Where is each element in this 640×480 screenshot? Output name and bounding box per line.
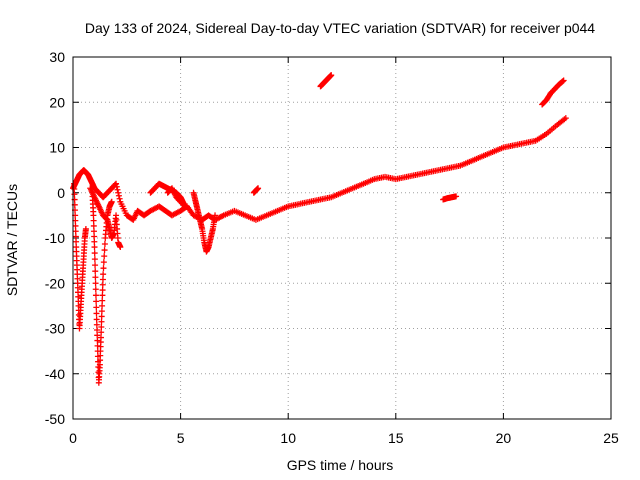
data-point (92, 280, 99, 287)
data-point (113, 180, 120, 187)
data-point (72, 228, 79, 235)
data-point (90, 222, 97, 229)
data-point (453, 193, 460, 200)
data-point (101, 253, 108, 260)
grid (73, 57, 611, 419)
x-tick-label: 0 (69, 430, 77, 446)
data-point (98, 318, 105, 325)
data-point (92, 262, 99, 269)
data-point (212, 212, 219, 219)
data-point (71, 185, 78, 192)
data-points (70, 72, 569, 386)
data-point (101, 247, 108, 254)
x-tick-label: 5 (177, 430, 185, 446)
data-point (90, 212, 97, 219)
data-point (92, 292, 99, 299)
data-point (116, 195, 123, 202)
series-arc-8h (250, 185, 262, 196)
data-point (93, 321, 100, 328)
y-tick-label: 30 (49, 49, 65, 65)
series-loop-mid (147, 180, 188, 210)
series-arc-17h (440, 193, 460, 203)
data-point (94, 342, 101, 349)
data-point (94, 327, 101, 334)
series-deep-dip (89, 189, 115, 386)
data-point (562, 115, 569, 122)
x-tick-label: 25 (603, 430, 619, 446)
series-arc-22h (539, 77, 567, 108)
x-tick-label: 15 (388, 430, 404, 446)
data-point (560, 77, 567, 84)
data-point (100, 271, 107, 278)
data-point (90, 217, 97, 224)
data-point (71, 180, 78, 187)
data-point (98, 323, 105, 330)
data-point (99, 297, 106, 304)
data-point (117, 244, 124, 251)
data-point (100, 265, 107, 272)
y-tick-label: -10 (45, 230, 65, 246)
data-point (100, 259, 107, 266)
y-tick-label: -40 (45, 366, 65, 382)
data-point (114, 186, 121, 193)
x-tick-label: 10 (280, 430, 296, 446)
series-early-dip (71, 180, 89, 332)
data-point (101, 241, 108, 248)
data-point (82, 225, 89, 232)
y-tick-label: -30 (45, 321, 65, 337)
data-point (94, 332, 101, 339)
data-point (113, 183, 120, 190)
data-point (255, 185, 262, 192)
data-point (94, 337, 101, 344)
data-point (98, 308, 105, 315)
axis-ticks: 0 5 10 15 20 25 -50 -40 -30 -20 -10 0 10 20 30 (45, 49, 619, 446)
data-point (93, 316, 100, 323)
y-axis-label: SDTVAR / TECUs (4, 184, 20, 296)
data-point (165, 188, 172, 195)
data-point (91, 256, 98, 263)
data-point (99, 302, 106, 309)
data-point (99, 276, 106, 283)
data-point (91, 233, 98, 240)
data-point (98, 329, 105, 336)
data-point (93, 298, 100, 305)
x-tick-label: 20 (496, 430, 512, 446)
series-main (70, 115, 569, 223)
data-point (93, 304, 100, 311)
data-point (72, 233, 79, 240)
data-point (328, 72, 335, 79)
plot-frame (72, 56, 612, 420)
data-point (108, 198, 115, 205)
data-point (73, 238, 80, 245)
data-point (99, 281, 106, 288)
data-point (98, 313, 105, 320)
data-point (99, 287, 106, 294)
data-point (91, 238, 98, 245)
data-point (92, 286, 99, 293)
y-tick-label: 10 (49, 140, 65, 156)
data-point (115, 189, 122, 196)
series-arc-12h (317, 72, 335, 90)
data-point (164, 189, 171, 196)
data-point (71, 191, 78, 198)
y-tick-label: -20 (45, 275, 65, 291)
data-point (115, 192, 122, 199)
data-point (93, 310, 100, 317)
x-axis-label: GPS time / hours (287, 457, 394, 473)
chart-title: Day 133 of 2024, Sidereal Day-to-day VTE… (85, 20, 595, 36)
data-point (91, 250, 98, 257)
series-loop-early (87, 185, 124, 251)
data-point (90, 228, 97, 235)
data-point (92, 274, 99, 281)
data-point (92, 268, 99, 275)
data-point (72, 222, 79, 229)
y-tick-label: -50 (45, 411, 65, 427)
data-point (97, 334, 104, 341)
data-point (99, 292, 106, 299)
y-tick-label: 20 (49, 94, 65, 110)
data-point (91, 244, 98, 251)
y-tick-label: 0 (57, 185, 65, 201)
series-dip-6h (190, 189, 219, 255)
